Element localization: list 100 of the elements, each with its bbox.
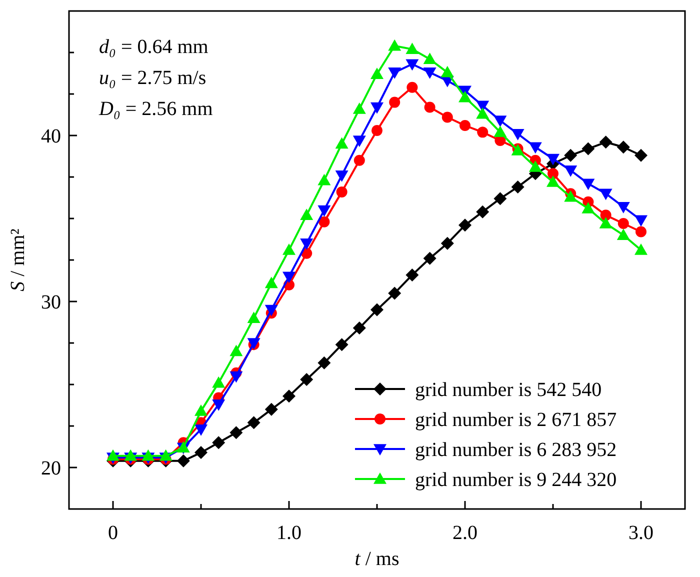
point	[616, 202, 630, 214]
point	[194, 424, 208, 436]
point	[458, 90, 472, 102]
point	[511, 180, 524, 194]
point	[142, 449, 155, 461]
point	[230, 344, 243, 356]
point	[282, 390, 296, 403]
point	[212, 376, 226, 388]
y-tick-label: 40	[41, 126, 61, 148]
y-tick-label: 20	[41, 458, 61, 480]
x-tick-label: 3.0	[628, 522, 654, 544]
point	[194, 446, 208, 460]
point	[582, 178, 595, 190]
point	[389, 96, 400, 108]
point	[159, 449, 172, 461]
point	[335, 170, 348, 182]
point	[300, 208, 314, 220]
point	[247, 416, 260, 430]
point	[494, 116, 507, 128]
point	[370, 303, 384, 316]
point	[423, 52, 436, 64]
y-tick-label: 30	[41, 292, 61, 314]
point	[564, 190, 578, 202]
point	[476, 107, 490, 119]
point	[528, 160, 542, 172]
x-tick-label: 0	[108, 522, 118, 544]
annotation: D₀ = 2.56 mm	[98, 98, 214, 120]
point	[423, 68, 436, 79]
point	[582, 202, 595, 214]
x-tick-label: 1.0	[276, 522, 302, 544]
annotation: d₀ = 0.64 mm	[99, 36, 209, 58]
point	[528, 142, 542, 154]
point	[458, 218, 472, 232]
point	[352, 136, 366, 147]
x-tick-label: 2.0	[452, 522, 478, 544]
point	[388, 68, 402, 79]
point	[636, 226, 646, 238]
point	[546, 154, 560, 166]
point	[335, 338, 348, 352]
point	[511, 128, 524, 140]
point	[442, 112, 453, 123]
x-axis-title: t / ms	[354, 548, 400, 570]
point	[247, 312, 260, 323]
point	[494, 192, 507, 206]
legend-label: grid number is 9 244 320	[415, 469, 617, 491]
point	[599, 188, 612, 200]
point	[212, 436, 226, 450]
point	[230, 426, 243, 440]
point	[352, 102, 366, 114]
point	[264, 276, 278, 288]
point	[282, 244, 296, 255]
point	[300, 373, 314, 386]
point	[406, 82, 418, 93]
point	[440, 66, 454, 78]
point	[318, 356, 331, 370]
point	[406, 42, 419, 54]
point	[176, 454, 190, 468]
point	[564, 165, 578, 177]
point	[318, 216, 330, 228]
point	[440, 236, 454, 250]
point	[264, 304, 278, 316]
point	[548, 168, 558, 180]
point	[318, 174, 331, 186]
point	[599, 136, 612, 149]
point	[335, 137, 348, 149]
point	[352, 322, 366, 335]
point	[406, 59, 419, 71]
point	[406, 268, 419, 282]
legend-label: grid number is 542 540	[415, 379, 602, 401]
annotation: u₀ = 2.75 m/s	[99, 67, 206, 89]
point	[600, 210, 612, 221]
point	[372, 125, 382, 136]
point	[370, 68, 384, 79]
legend-label: grid number is 2 671 857	[415, 409, 617, 431]
point	[370, 102, 384, 114]
point	[424, 102, 436, 113]
point	[460, 120, 470, 132]
point	[264, 402, 278, 416]
point	[106, 449, 120, 461]
point	[388, 286, 402, 300]
point	[212, 400, 226, 411]
point	[124, 449, 138, 461]
point	[354, 154, 365, 166]
point	[634, 215, 648, 227]
point	[494, 126, 507, 138]
point	[318, 205, 331, 217]
legend-label: grid number is 6 283 952	[415, 439, 617, 461]
point	[477, 126, 488, 138]
point	[336, 186, 348, 198]
point	[634, 244, 648, 255]
point	[423, 252, 436, 265]
point	[194, 404, 208, 416]
point	[230, 371, 243, 383]
point	[282, 272, 296, 284]
point	[546, 175, 560, 187]
point	[616, 140, 630, 154]
point	[300, 238, 314, 250]
point	[618, 218, 629, 229]
y-axis-title: S / mm²	[7, 228, 29, 292]
point	[582, 142, 595, 156]
